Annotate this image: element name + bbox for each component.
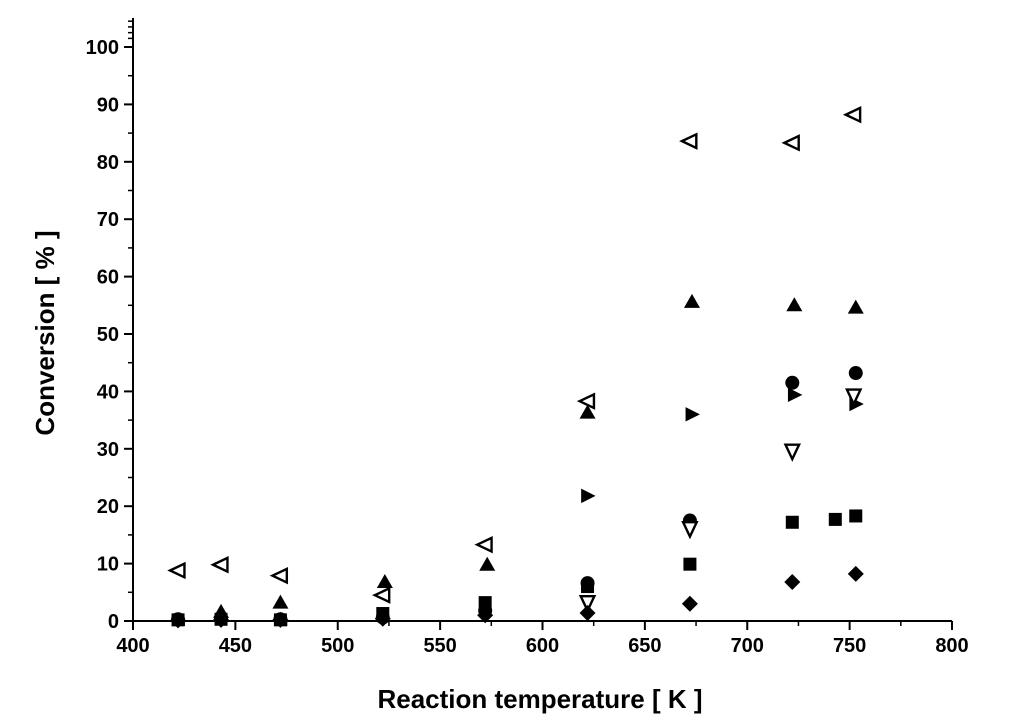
y-tick-label: 100 <box>86 37 119 59</box>
data-point-diamond-filled <box>272 611 289 628</box>
y-tick-label: 80 <box>97 152 119 174</box>
data-point-triangle-left-open <box>371 586 391 604</box>
data-point-triangle-left-open <box>842 106 862 124</box>
data-point-square-filled <box>478 596 492 610</box>
axes <box>132 18 952 622</box>
data-point-triangle-down-open <box>845 388 863 407</box>
y-tick-label: 50 <box>97 324 119 346</box>
data-point-triangle-up-filled <box>376 573 393 588</box>
data-point-square-filled <box>785 515 799 529</box>
data-point-diamond-filled <box>170 612 187 629</box>
data-point-square-filled <box>849 509 863 523</box>
y-tick-label: 10 <box>97 554 119 576</box>
data-point-diamond-filled <box>213 611 230 628</box>
y-axis-title: Conversion [ % ] <box>30 230 60 435</box>
x-axis-title: Reaction temperature [ K ] <box>377 684 702 714</box>
data-point-triangle-up-filled <box>579 404 596 419</box>
x-axis-ticks: 400 450 500 550 600 650 700 750 800 <box>116 621 969 657</box>
y-axis-ticks: 0 10 20 30 40 50 60 70 80 90 100 <box>86 20 133 633</box>
data-point-triangle-up-filled <box>683 293 700 308</box>
data-point-triangle-right-filled <box>787 387 803 403</box>
data-point-triangle-up-filled <box>847 299 864 314</box>
data-point-triangle-right-filled <box>581 488 596 504</box>
x-tick-label: 800 <box>935 635 968 657</box>
data-point-diamond-filled <box>784 573 801 590</box>
y-tick-label: 60 <box>97 267 119 289</box>
data-point-diamond-filled <box>681 595 698 612</box>
data-point-square-filled <box>683 557 697 571</box>
x-tick-label: 400 <box>116 635 149 657</box>
data-point-triangle-up-filled <box>479 556 496 571</box>
x-tick-label: 750 <box>833 635 866 657</box>
data-point-circle-filled <box>785 375 800 390</box>
data-point-triangle-down-open <box>783 443 801 462</box>
data-point-diamond-filled <box>477 607 494 624</box>
data-point-diamond-filled <box>374 610 391 627</box>
data-point-triangle-up-filled <box>272 594 289 609</box>
data-point-triangle-left-open <box>167 561 186 580</box>
data-point-triangle-left-open <box>781 134 800 152</box>
data-point-square-filled <box>581 580 595 594</box>
y-tick-label: 0 <box>108 611 119 633</box>
x-tick-label: 600 <box>526 635 559 657</box>
x-tick-label: 700 <box>731 635 764 657</box>
y-tick-label: 90 <box>97 94 119 116</box>
y-tick-label: 20 <box>97 496 119 518</box>
data-point-triangle-left-open <box>269 566 289 585</box>
y-tick-label: 70 <box>97 209 119 231</box>
data-points <box>167 106 864 629</box>
data-point-circle-filled <box>848 366 863 381</box>
data-point-triangle-left-open <box>474 535 493 554</box>
x-tick-label: 650 <box>628 635 661 657</box>
data-point-square-filled <box>828 512 842 526</box>
y-tick-label: 40 <box>97 381 119 403</box>
data-point-triangle-right-filled <box>685 407 700 422</box>
data-point-triangle-left-open <box>679 132 698 150</box>
data-point-triangle-left-open <box>210 556 229 574</box>
data-point-triangle-up-filled <box>786 297 803 312</box>
x-tick-label: 500 <box>321 635 354 657</box>
data-point-triangle-down-open <box>681 520 699 540</box>
x-tick-label: 550 <box>423 635 456 657</box>
y-tick-label: 30 <box>97 439 119 461</box>
data-point-triangle-left-open <box>576 392 596 410</box>
data-point-diamond-filled <box>579 604 596 621</box>
data-point-diamond-filled <box>847 565 864 582</box>
x-tick-label: 450 <box>219 635 252 657</box>
data-point-triangle-down-open <box>578 595 597 614</box>
